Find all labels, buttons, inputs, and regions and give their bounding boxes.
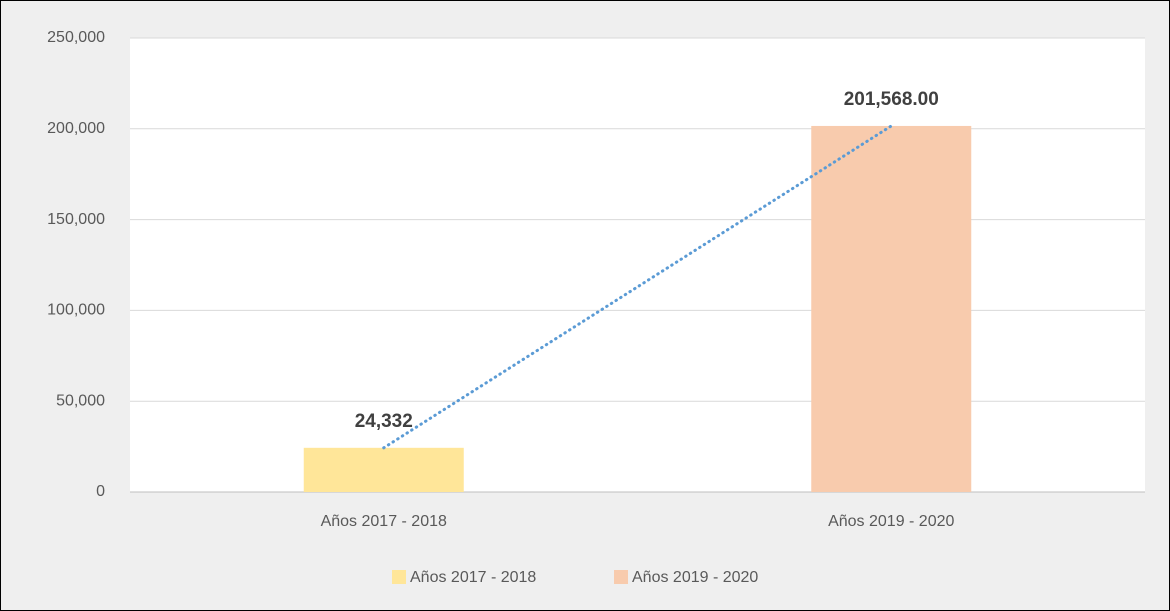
y-tick-label: 50,000 <box>56 392 105 409</box>
y-tick-label: 0 <box>96 483 105 500</box>
legend-label: Años 2019 - 2020 <box>632 569 758 586</box>
y-tick-label: 250,000 <box>47 29 105 46</box>
legend-label: Años 2017 - 2018 <box>410 569 536 586</box>
plot-area <box>130 38 1145 492</box>
y-tick-label: 150,000 <box>47 211 105 228</box>
y-tick-label: 200,000 <box>47 120 105 137</box>
x-tick-label: Años 2017 - 2018 <box>321 513 447 530</box>
trend-line <box>382 124 893 450</box>
legend-swatch <box>614 570 628 584</box>
data-label: 24,332 <box>355 411 413 432</box>
bar <box>303 447 464 492</box>
x-tick-label: Años 2019 - 2020 <box>828 513 954 530</box>
y-tick-label: 100,000 <box>47 302 105 319</box>
bar <box>811 125 972 492</box>
legend-swatch <box>392 570 406 584</box>
data-label: 201,568.00 <box>844 89 939 110</box>
